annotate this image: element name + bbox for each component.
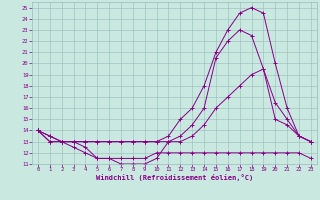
X-axis label: Windchill (Refroidissement éolien,°C): Windchill (Refroidissement éolien,°C) [96, 174, 253, 181]
